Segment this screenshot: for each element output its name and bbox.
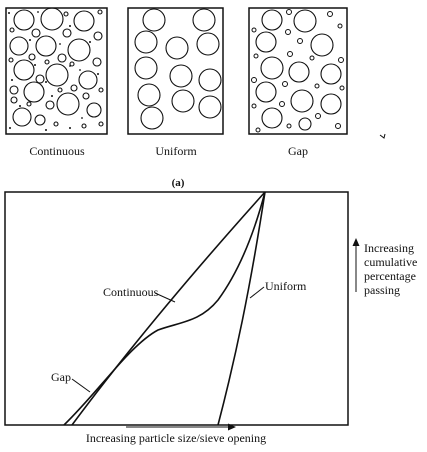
grading-plot-frame (4, 191, 349, 426)
gap-fines (251, 9, 345, 133)
gap-leader (71, 378, 91, 393)
gap-curve (63, 191, 266, 426)
y-axis-label: Increasing cumulative percentage passing (364, 241, 420, 297)
continuous-particles (8, 7, 104, 129)
continuous-fines (8, 11, 99, 131)
box-continuous (5, 7, 108, 135)
stray-mark (379, 133, 386, 139)
x-arrow-head (228, 423, 236, 431)
continuous-curve (71, 191, 266, 426)
box-label-continuous: Continuous (29, 144, 85, 158)
y-axis-label-line-4: passing (364, 283, 400, 297)
box-label-gap: Gap (288, 144, 308, 158)
box-gap (248, 7, 348, 135)
y-axis-label-line-2: cumulative (364, 255, 417, 269)
uniform-leader (249, 286, 265, 299)
box-uniform (127, 7, 224, 135)
y-arrow-head (352, 238, 360, 246)
uniform-curve (217, 191, 266, 426)
panel-a-label: (a) (172, 177, 185, 189)
y-axis-label-line-3: percentage (364, 269, 416, 283)
gap-particles (255, 9, 342, 131)
y-axis-label-line-1: Increasing (364, 241, 414, 255)
curve-label-continuous: Continuous (103, 285, 159, 299)
curve-label-gap: Gap (51, 370, 71, 384)
continuous-leader (154, 292, 176, 303)
curve-label-uniform: Uniform (265, 279, 307, 293)
x-axis-label: Increasing particle size/sieve opening (86, 431, 266, 445)
box-label-uniform: Uniform (155, 144, 197, 158)
uniform-particles (134, 8, 222, 130)
